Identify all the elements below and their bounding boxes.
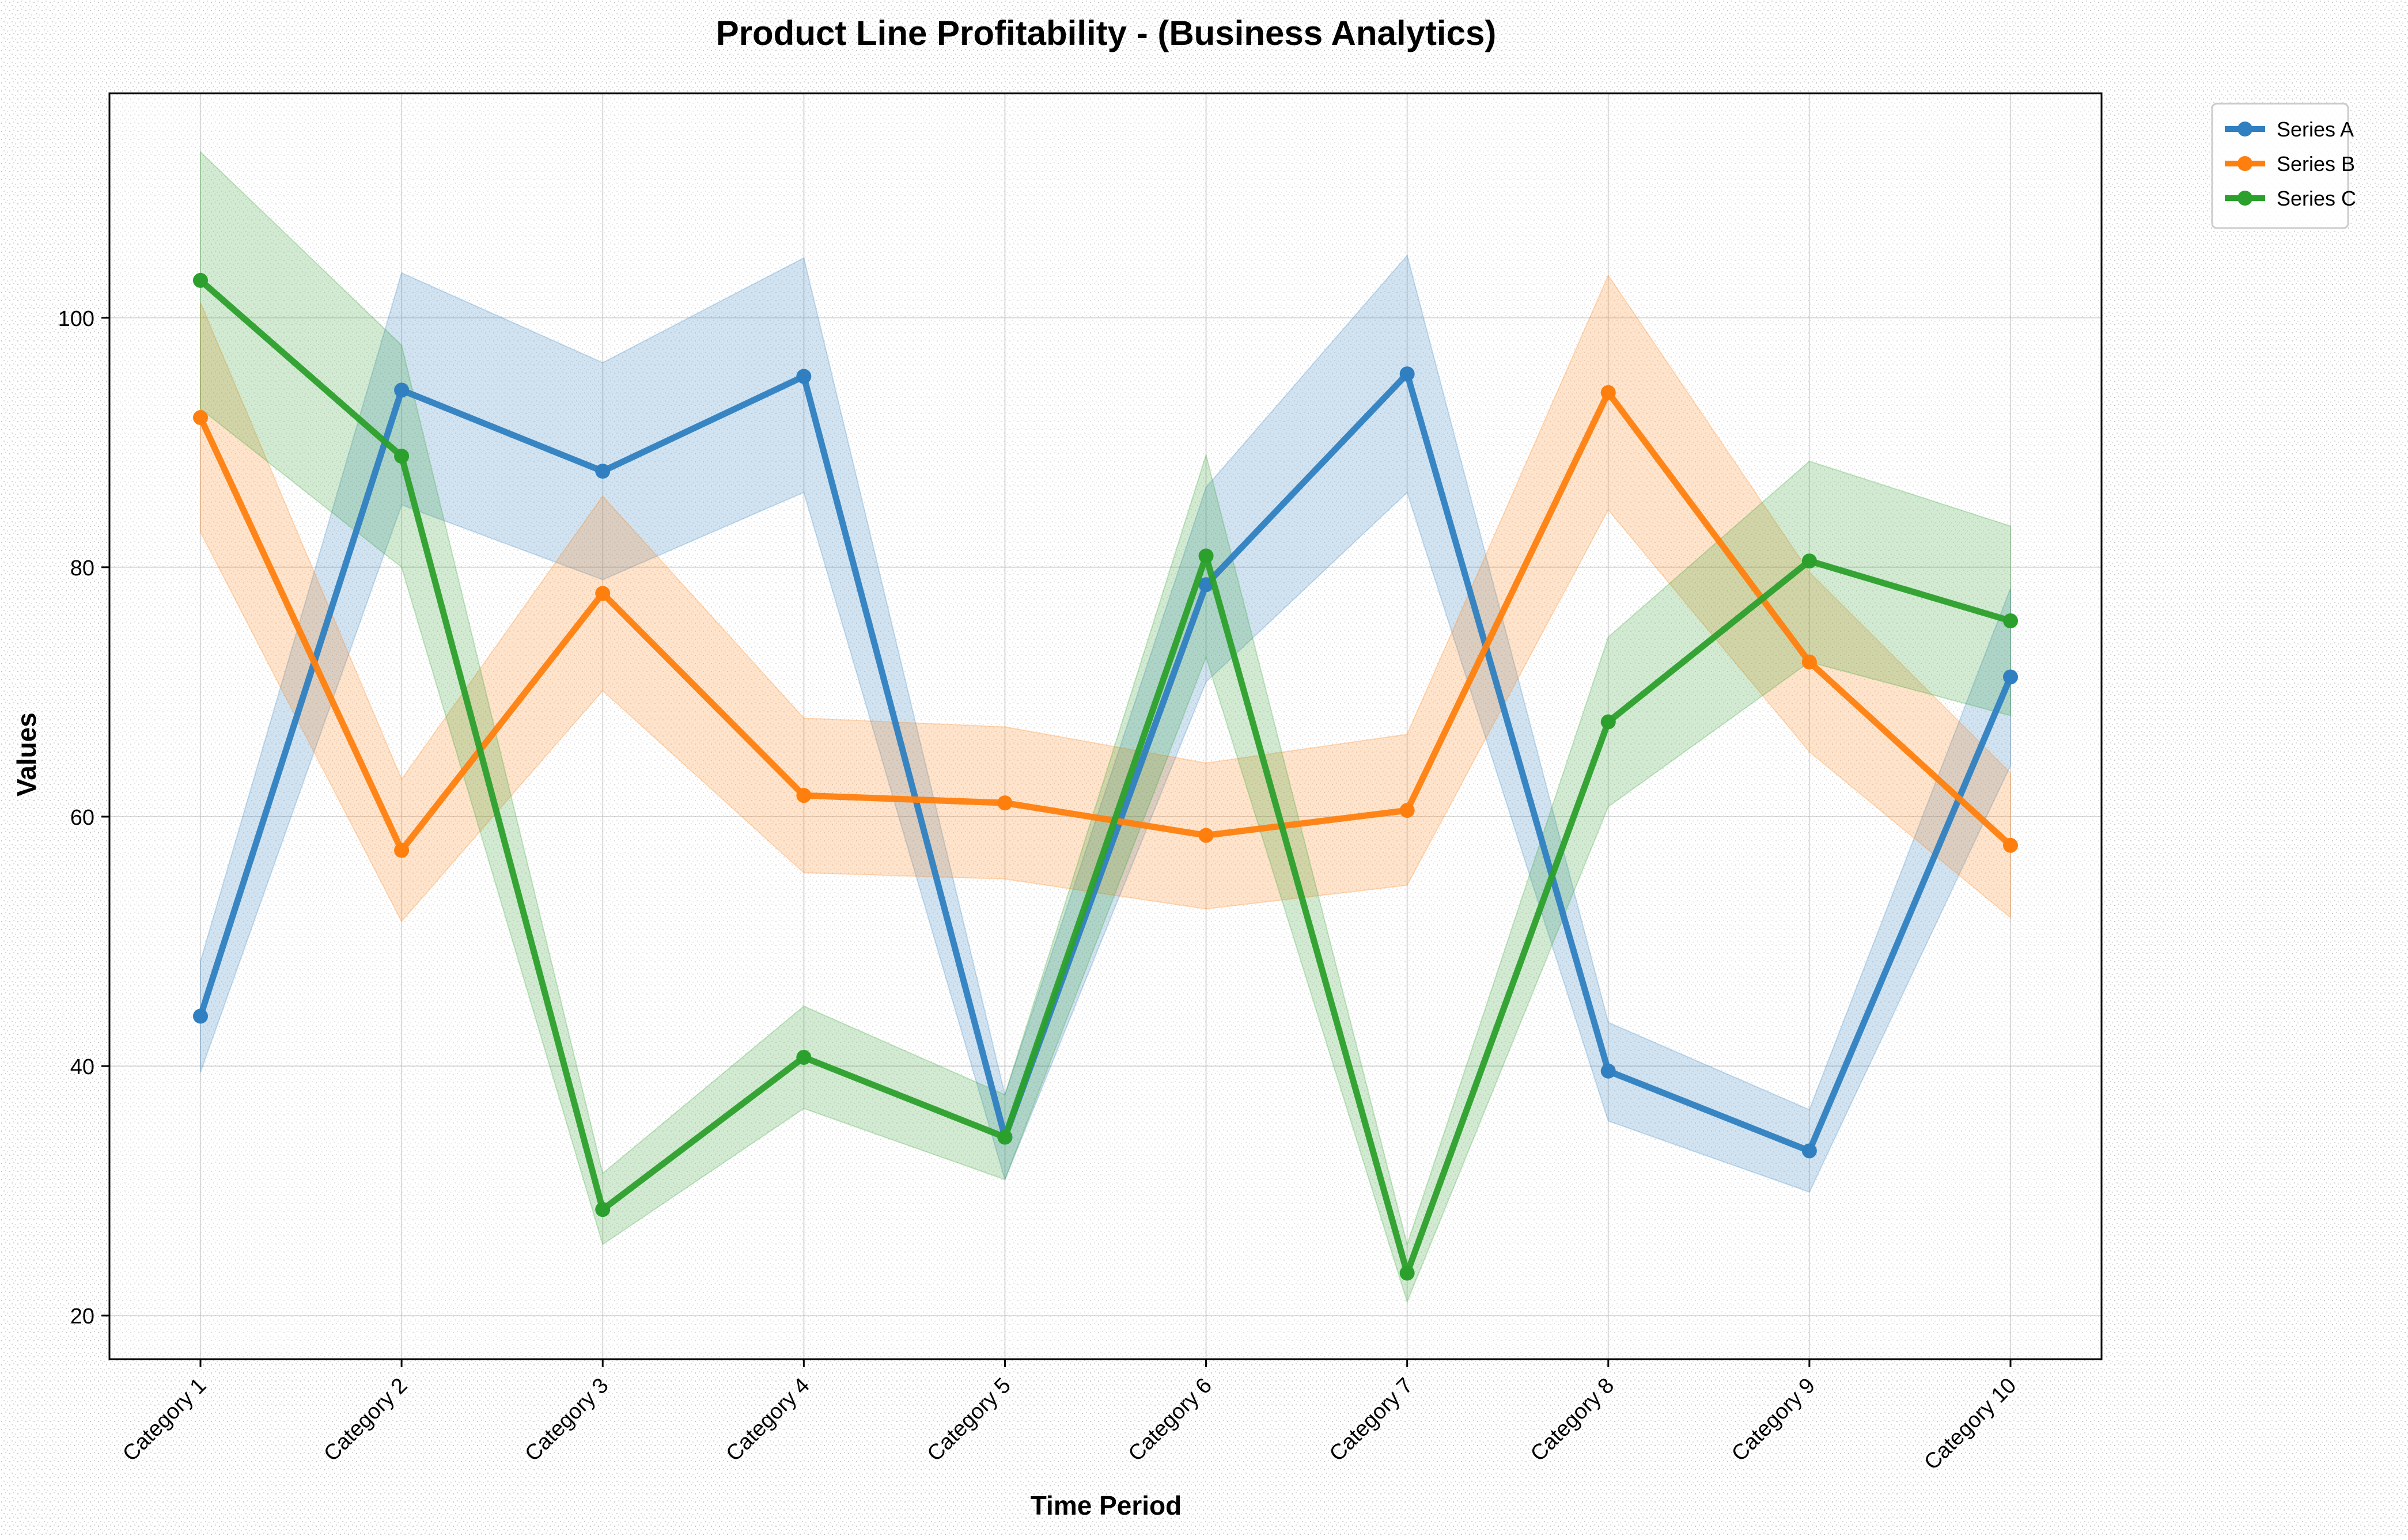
data-point: [1399, 1265, 1415, 1281]
legend-label: Series C: [2277, 187, 2356, 210]
data-point: [1198, 828, 1214, 843]
data-point: [595, 464, 611, 479]
data-point: [997, 795, 1013, 811]
y-tick-label: 100: [58, 307, 94, 331]
legend-marker: [2237, 156, 2252, 171]
series-line-1: [197, 370, 2014, 1154]
data-point: [1198, 548, 1214, 564]
data-point: [2003, 669, 2018, 685]
data-point: [796, 788, 812, 803]
data-point: [1600, 1063, 1616, 1079]
plot-frame: [108, 92, 2103, 1360]
data-point: [1399, 803, 1415, 818]
chart-title: Product Line Profitability - (Business A…: [716, 14, 1497, 52]
legend-label: Series B: [2277, 152, 2355, 176]
data-point: [796, 369, 812, 384]
data-point: [595, 586, 611, 601]
data-point: [595, 1202, 611, 1217]
series-line-2: [198, 389, 2013, 854]
data-point: [394, 843, 410, 858]
y-tick-label: 60: [70, 806, 94, 830]
confidence-band-series-1: [200, 254, 2011, 1193]
legend-label: Series A: [2277, 117, 2354, 141]
confidence-band-series-3: [200, 150, 2011, 1304]
data-point: [1399, 366, 1415, 382]
data-point: [1600, 385, 1616, 400]
data-point: [2003, 613, 2018, 629]
legend-marker: [2237, 122, 2252, 136]
data-point: [2003, 837, 2018, 853]
data-point: [796, 1049, 812, 1065]
data-point: [1801, 654, 1817, 670]
plot-background: [109, 93, 2102, 1359]
data-point: [193, 1008, 208, 1024]
legend-marker: [2237, 191, 2252, 206]
series-line-3: [198, 278, 2012, 1277]
data-point: [193, 410, 208, 426]
y-tick-label: 40: [70, 1055, 94, 1079]
legend: Series A Series B Series C: [2211, 103, 2356, 229]
data-point: [1600, 714, 1616, 730]
data-point: [193, 272, 208, 288]
y-tick-label: 20: [70, 1304, 94, 1329]
data-point: [394, 382, 410, 398]
x-axis-label: Time Period: [1031, 1490, 1182, 1520]
confidence-band-series-2: [200, 274, 2011, 923]
data-point: [997, 1129, 1013, 1145]
data-point: [1801, 553, 1817, 569]
data-point: [394, 449, 410, 464]
data-point: [1801, 1143, 1817, 1159]
y-axis-label: Values: [12, 712, 41, 796]
y-tick-label: 80: [70, 556, 94, 581]
